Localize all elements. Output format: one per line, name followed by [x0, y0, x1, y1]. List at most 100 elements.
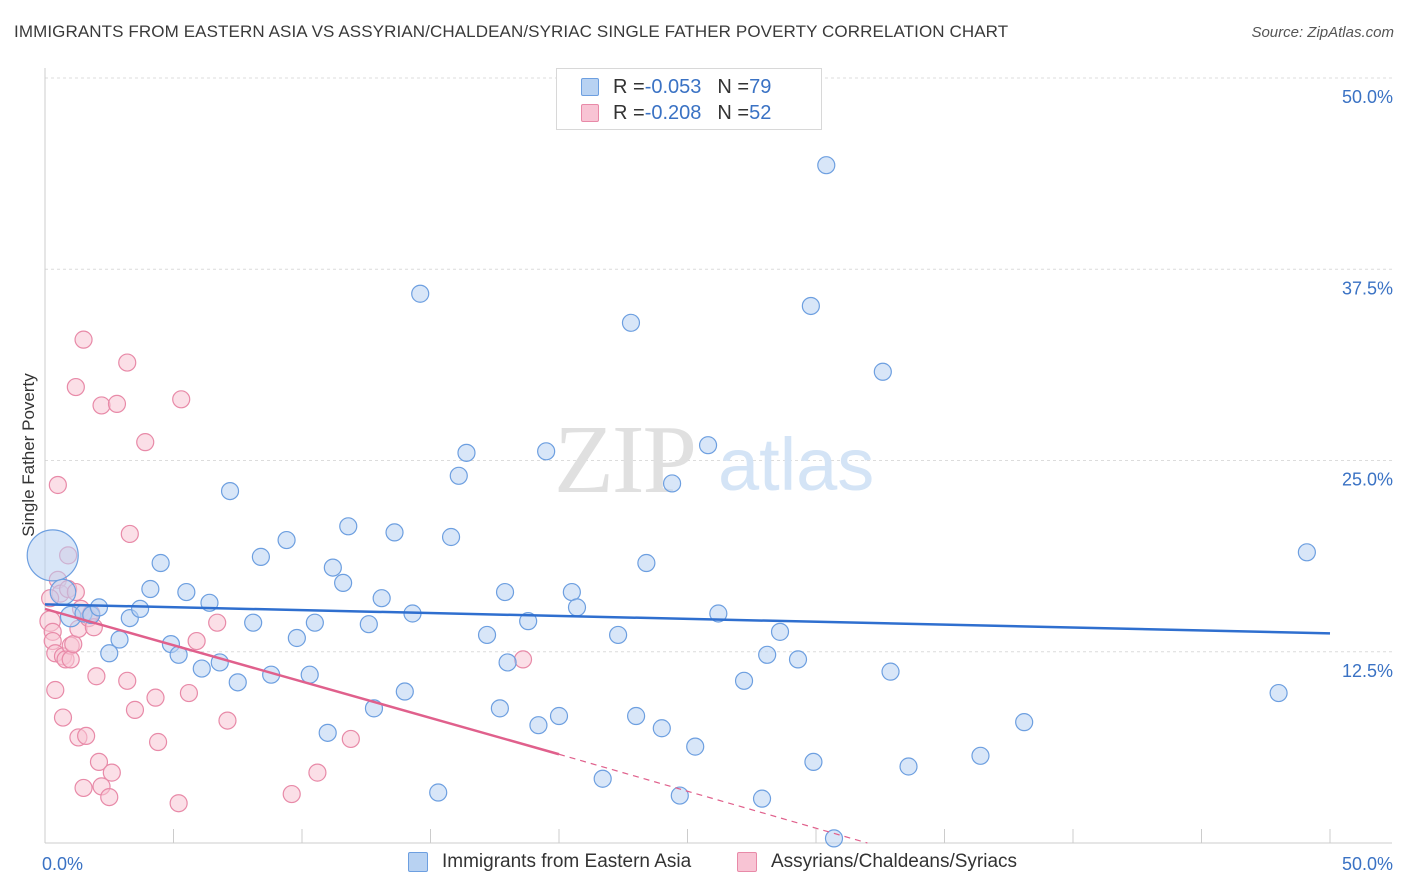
- eastern-asia-point: [899, 757, 918, 776]
- legend-item-eastern-asia: Immigrants from Eastern Asia: [408, 851, 691, 873]
- eastern-asia-point: [318, 723, 337, 742]
- eastern-asia-point: [758, 645, 777, 664]
- eastern-asia-point: [881, 662, 900, 681]
- eastern-asia-point: [429, 783, 448, 802]
- assyrians-point: [172, 390, 191, 409]
- eastern-asia-point: [228, 673, 247, 692]
- assyrians-point: [77, 726, 96, 746]
- eastern-asia-point: [734, 671, 754, 690]
- eastern-asia-point: [151, 553, 170, 573]
- assyrians-point: [136, 433, 155, 452]
- eastern-asia-point: [662, 474, 682, 493]
- eastern-asia-point: [562, 582, 581, 602]
- legend-n-value: 79: [749, 75, 772, 98]
- eastern-asia-point: [323, 558, 342, 577]
- eastern-asia-point: [300, 665, 319, 684]
- eastern-asia-point: [372, 589, 391, 608]
- assyrians-point: [341, 729, 360, 749]
- assyrians-point: [513, 650, 533, 669]
- assyrians-point: [169, 794, 188, 813]
- eastern-asia-point: [519, 612, 538, 631]
- legend-n-label: N =: [717, 101, 750, 124]
- assyrians-point: [74, 778, 93, 798]
- legend-item-label: Assyrians/Chaldeans/Syriacs: [771, 851, 1018, 872]
- assyrians-point: [87, 667, 106, 686]
- eastern-asia-point: [1297, 543, 1316, 562]
- eastern-asia-trend-line: [44, 603, 1331, 635]
- eastern-asia-point: [495, 582, 515, 602]
- assyrians-point: [61, 650, 80, 669]
- assyrians-trend-line: [44, 607, 560, 756]
- chart-title: IMMIGRANTS FROM EASTERN ASIA VS ASSYRIAN…: [14, 22, 1009, 41]
- legend-item-assyrians: Assyrians/Chaldeans/Syriacs: [737, 851, 1017, 873]
- assyrians-point: [92, 396, 111, 415]
- eastern-asia-point: [817, 156, 836, 175]
- assyrians-point: [308, 763, 327, 782]
- eastern-asia-point: [549, 706, 569, 726]
- eastern-asia-point: [1269, 683, 1288, 703]
- eastern-asia-point: [192, 659, 211, 678]
- eastern-asia-point: [873, 362, 892, 381]
- eastern-asia-point: [385, 523, 404, 542]
- eastern-asia-point: [637, 553, 656, 573]
- series-assyrians-points: [39, 330, 533, 813]
- assyrians-point: [282, 784, 301, 804]
- eastern-asia-point: [788, 650, 808, 669]
- eastern-asia-point: [1015, 713, 1034, 732]
- eastern-asia-point: [609, 625, 628, 645]
- assyrians-trend-extension: [558, 753, 868, 844]
- assyrians-point: [48, 475, 67, 495]
- eastern-asia-point: [89, 598, 109, 617]
- assyrians-point: [208, 613, 227, 632]
- legend-r-value: -0.053: [644, 75, 702, 98]
- y-tick-label: 37.5%: [1342, 278, 1393, 298]
- eastern-asia-point: [244, 613, 263, 632]
- eastern-asia-point: [457, 443, 476, 462]
- y-axis-label: Single Father Poverty: [19, 373, 38, 537]
- eastern-asia-point: [824, 829, 844, 848]
- eastern-asia-point: [621, 313, 641, 332]
- eastern-asia-point: [359, 615, 378, 634]
- assyrians-point: [218, 711, 237, 730]
- assyrians-point: [187, 631, 206, 651]
- eastern-asia-point: [411, 284, 430, 303]
- legend-row-eastern-asia: R = -0.053 N = 79: [581, 76, 771, 98]
- eastern-asia-point: [100, 644, 119, 663]
- legend-swatch-pink: [737, 852, 757, 872]
- assyrians-point: [179, 683, 199, 703]
- assyrians-point: [74, 330, 93, 349]
- eastern-asia-point: [652, 719, 671, 738]
- assyrians-point: [53, 708, 73, 727]
- y-tick-label: 12.5%: [1342, 661, 1393, 681]
- assyrians-point: [125, 700, 145, 719]
- eastern-asia-point: [449, 466, 468, 485]
- legend-row-assyrians: R = -0.208 N = 52: [581, 102, 771, 124]
- eastern-asia-point: [971, 746, 990, 765]
- eastern-asia-point: [498, 653, 517, 672]
- watermark: ZIP atlas: [554, 406, 874, 514]
- source-attribution: Source: ZipAtlas.com: [1251, 24, 1394, 41]
- eastern-asia-point: [130, 599, 150, 619]
- y-tick-label: 50.0%: [1342, 87, 1393, 107]
- assyrians-point: [148, 732, 168, 752]
- legend-item-label: Immigrants from Eastern Asia: [442, 851, 692, 872]
- eastern-asia-point: [804, 752, 823, 772]
- watermark-zip: ZIP: [554, 406, 695, 514]
- eastern-asia-point: [110, 630, 129, 649]
- assyrians-point: [120, 524, 139, 544]
- legend-n-label: N =: [717, 75, 750, 98]
- x-tick-label: 0.0%: [42, 854, 83, 874]
- legend-swatch-blue: [408, 852, 428, 872]
- eastern-asia-point: [339, 517, 358, 536]
- eastern-asia-point: [686, 737, 705, 756]
- watermark-atlas: atlas: [718, 423, 874, 506]
- legend-swatch-blue: [581, 78, 599, 96]
- y-tick-label: 25.0%: [1342, 470, 1393, 490]
- eastern-asia-point: [801, 296, 820, 316]
- legend-r-label: R =: [613, 75, 645, 98]
- eastern-asia-point: [752, 789, 772, 808]
- x-tick-labels: 0.0% 50.0%: [42, 854, 1393, 874]
- eastern-asia-point: [698, 436, 718, 455]
- legend-n-value: 52: [749, 101, 772, 124]
